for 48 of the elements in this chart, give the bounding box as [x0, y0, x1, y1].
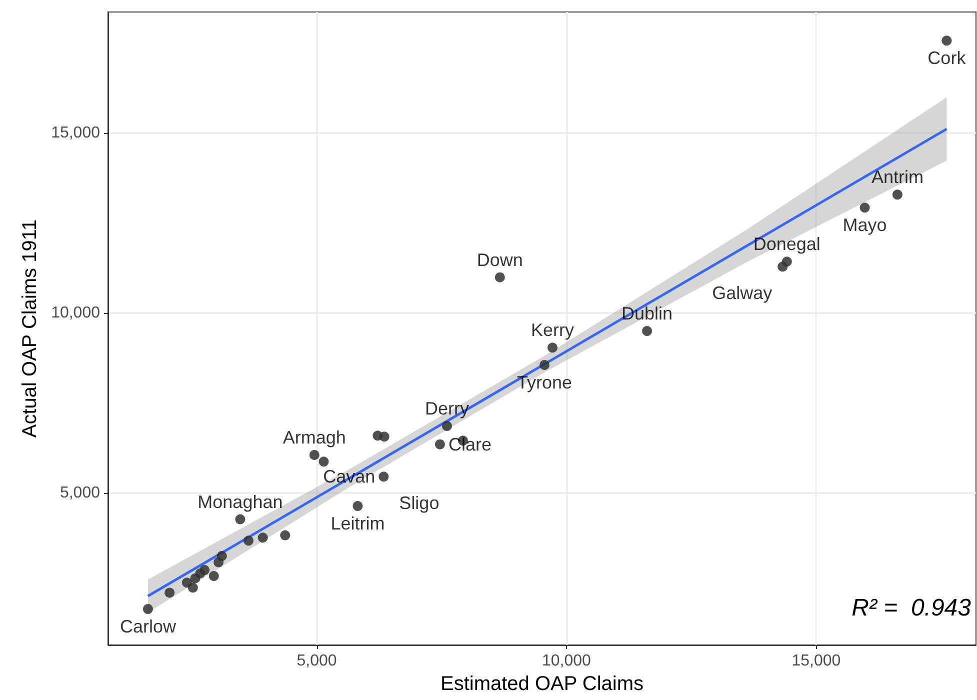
annotation: Cork	[928, 48, 967, 68]
x-axis-title: Estimated OAP Claims	[440, 672, 644, 695]
annotation: Sligo	[399, 493, 440, 514]
point	[442, 421, 452, 431]
point	[200, 565, 210, 576]
annotation: Armagh	[282, 427, 346, 448]
point	[309, 450, 320, 460]
point	[860, 202, 870, 213]
point	[379, 432, 390, 442]
annotation: Mayo	[842, 215, 887, 236]
point	[540, 360, 550, 370]
point	[188, 582, 198, 593]
point	[352, 500, 363, 511]
annotation: Kerry	[530, 320, 574, 340]
point	[164, 588, 175, 598]
point	[494, 272, 505, 282]
point	[892, 190, 902, 200]
point	[942, 36, 952, 46]
annotation: Derry	[424, 398, 469, 418]
point	[378, 472, 389, 482]
point	[216, 551, 227, 561]
point	[280, 530, 290, 540]
y-tick-label: 5,000	[60, 484, 100, 502]
x-tick-label: 10,000	[542, 652, 592, 670]
annotation: Monaghan	[198, 492, 283, 512]
annotation: Carlow	[120, 616, 177, 636]
annotation: R² = 0.943	[852, 594, 972, 622]
annotation: Donegal	[753, 234, 820, 254]
y-axis-title: Actual OAP Claims 1911	[19, 219, 42, 438]
y-tick-label: 15,000	[51, 124, 100, 142]
point	[642, 326, 652, 336]
point	[782, 256, 792, 267]
point	[244, 536, 254, 546]
annotation: Antrim	[871, 167, 924, 188]
point	[208, 571, 219, 582]
annotation: Leitrim	[330, 513, 385, 534]
annotation: Tyrone	[516, 372, 572, 392]
point	[548, 342, 558, 353]
point	[434, 439, 445, 450]
point	[235, 514, 246, 524]
x-tick-label: 5,000	[296, 652, 337, 670]
annotation: Down	[476, 250, 523, 270]
annotation: Galway	[712, 283, 772, 304]
x-tick-label: 15,000	[792, 652, 841, 670]
point	[258, 532, 268, 543]
point	[142, 604, 153, 614]
y-tick-label: 10,000	[51, 304, 100, 322]
point	[318, 456, 329, 467]
